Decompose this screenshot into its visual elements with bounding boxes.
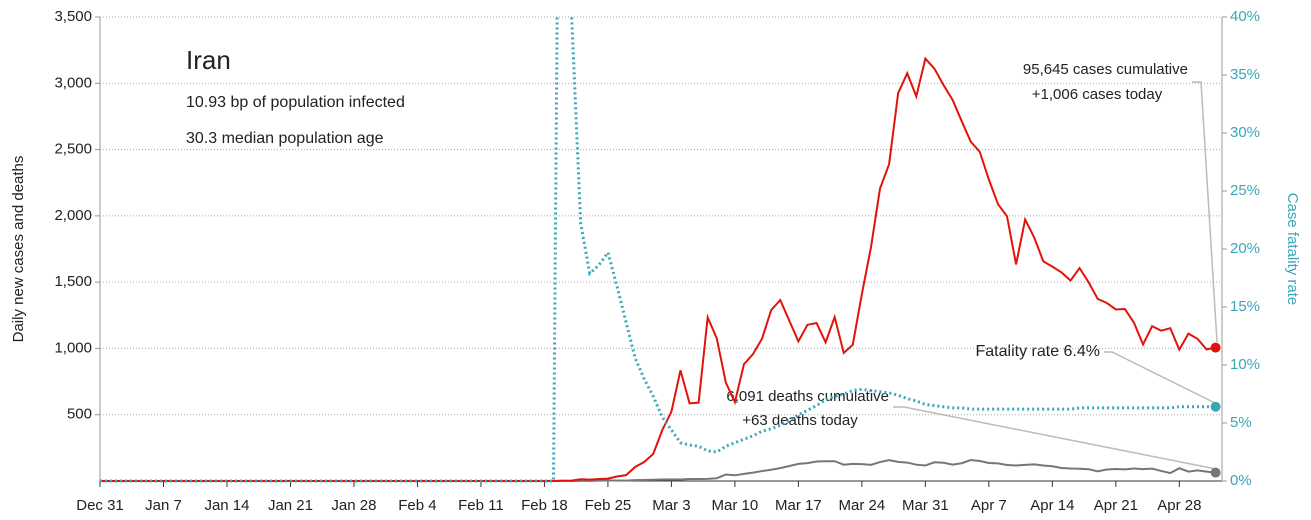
end-marker [1210, 401, 1221, 412]
y-tick-label: 2,500 [54, 141, 92, 158]
annotation: 6,091 deaths cumulative [726, 388, 889, 405]
x-tick-label: Dec 31 [76, 497, 124, 514]
y2-tick-label: 25% [1230, 182, 1260, 199]
chart-title: Iran [186, 45, 231, 75]
x-tick-label: Feb 18 [521, 497, 568, 514]
y2-tick-label: 0% [1230, 472, 1252, 489]
subtitle: 30.3 median population age [186, 130, 384, 147]
subtitle: 10.93 bp of population infected [186, 94, 405, 111]
y2-tick-label: 5% [1230, 414, 1252, 431]
y2-tick-label: 15% [1230, 298, 1260, 315]
x-tick-label: Jan 21 [268, 497, 313, 514]
series-line [100, 56, 1216, 482]
y-tick-label: 1,000 [54, 339, 92, 356]
x-tick-label: Mar 3 [652, 497, 690, 514]
annotation: +63 deaths today [742, 412, 858, 429]
end-marker [1210, 342, 1221, 353]
x-tick-label: Mar 24 [839, 497, 886, 514]
y-tick-label: 3,000 [54, 74, 92, 91]
x-tick-label: Apr 7 [971, 497, 1007, 514]
annotation: 95,645 cases cumulative [1023, 61, 1188, 78]
x-tick-label: Feb 25 [585, 497, 632, 514]
end-marker [1210, 467, 1221, 478]
annotation: Fatality rate 6.4% [976, 343, 1101, 360]
x-tick-label: Feb 4 [398, 497, 436, 514]
annotation: +1,006 cases today [1032, 86, 1163, 103]
x-tick-label: Mar 17 [775, 497, 822, 514]
series-line [100, 17, 1216, 483]
x-tick-label: Feb 11 [458, 497, 504, 514]
y-axis-label: Daily new cases and deaths [10, 156, 27, 343]
x-tick-label: Apr 21 [1094, 497, 1138, 514]
y2-tick-label: 10% [1230, 356, 1260, 373]
y2-tick-label: 20% [1230, 240, 1260, 257]
leader-line [1192, 81, 1218, 343]
y-tick-label: 3,500 [54, 8, 92, 25]
series-line [100, 459, 1216, 483]
x-tick-label: Jan 7 [145, 497, 182, 514]
leader-line [1104, 351, 1218, 405]
y2-tick-label: 35% [1230, 66, 1260, 83]
x-tick-label: Jan 14 [204, 497, 249, 514]
y-tick-label: 1,500 [54, 273, 92, 290]
leaders [893, 81, 1218, 470]
leader-line [893, 406, 1217, 470]
y-tick-label: 500 [67, 406, 92, 423]
x-tick-label: Apr 14 [1030, 497, 1074, 514]
y2-axis-label: Case fatality rate [1284, 193, 1301, 306]
x-tick-label: Mar 31 [902, 497, 949, 514]
y2-tick-label: 40% [1230, 8, 1260, 25]
plot-area [100, 17, 1216, 483]
y-tick-label: 2,000 [54, 207, 92, 224]
x-tick-label: Jan 28 [331, 497, 376, 514]
y2-tick-label: 30% [1230, 124, 1260, 141]
x-tick-label: Apr 28 [1157, 497, 1201, 514]
x-tick-label: Mar 10 [712, 497, 759, 514]
